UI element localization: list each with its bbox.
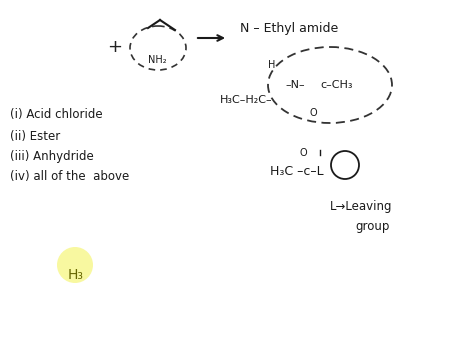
Text: c–CH₃: c–CH₃ <box>320 80 353 90</box>
Text: H: H <box>268 60 275 70</box>
Text: (iv) all of the  above: (iv) all of the above <box>10 170 129 183</box>
Text: N – Ethyl amide: N – Ethyl amide <box>240 22 338 35</box>
Text: O: O <box>310 108 318 118</box>
Text: H₃C –c–L: H₃C –c–L <box>270 165 324 178</box>
Text: NH₂: NH₂ <box>148 55 167 65</box>
Text: group: group <box>355 220 389 233</box>
Text: +: + <box>108 38 122 56</box>
Text: L→Leaving: L→Leaving <box>330 200 392 213</box>
Text: H₃C–H₂C–: H₃C–H₂C– <box>220 95 273 105</box>
Text: –N–: –N– <box>285 80 305 90</box>
Circle shape <box>57 247 93 283</box>
Text: (i) Acid chloride: (i) Acid chloride <box>10 108 103 121</box>
Text: (iii) Anhydride: (iii) Anhydride <box>10 150 94 163</box>
Text: (ii) Ester: (ii) Ester <box>10 130 60 143</box>
Text: O: O <box>300 148 308 158</box>
Text: H₃: H₃ <box>68 268 84 282</box>
